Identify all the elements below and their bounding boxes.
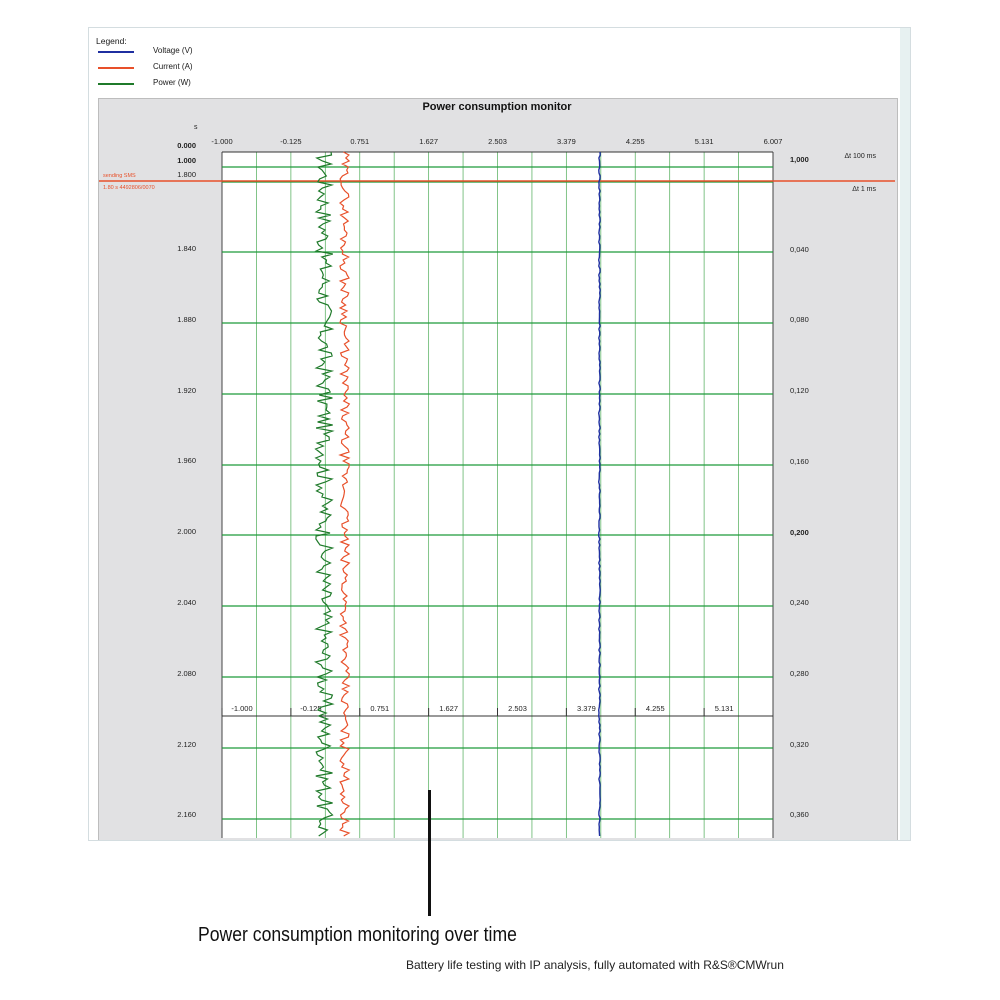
legend-swatch-voltage xyxy=(98,51,134,53)
pointer-line xyxy=(428,790,431,916)
chart-title: Power consumption monitor xyxy=(422,101,572,113)
plot-frame xyxy=(98,98,898,840)
legend-label-power: Power (W) xyxy=(153,78,191,87)
legend-item-voltage: Voltage (V) xyxy=(96,46,236,58)
caption: Power consumption monitoring over time xyxy=(198,924,517,946)
legend-item-power: Power (W) xyxy=(96,78,236,90)
legend-swatch-power xyxy=(98,83,134,85)
legend-title: Legend: xyxy=(96,36,127,46)
legend-label-voltage: Voltage (V) xyxy=(153,46,193,55)
legend-swatch-current xyxy=(98,67,134,69)
legend-item-current: Current (A) xyxy=(96,62,236,74)
subcaption: Battery life testing with IP analysis, f… xyxy=(406,958,784,972)
legend: Legend: Voltage (V) Current (A) Power (W… xyxy=(96,36,193,87)
legend-label-current: Current (A) xyxy=(153,62,193,71)
